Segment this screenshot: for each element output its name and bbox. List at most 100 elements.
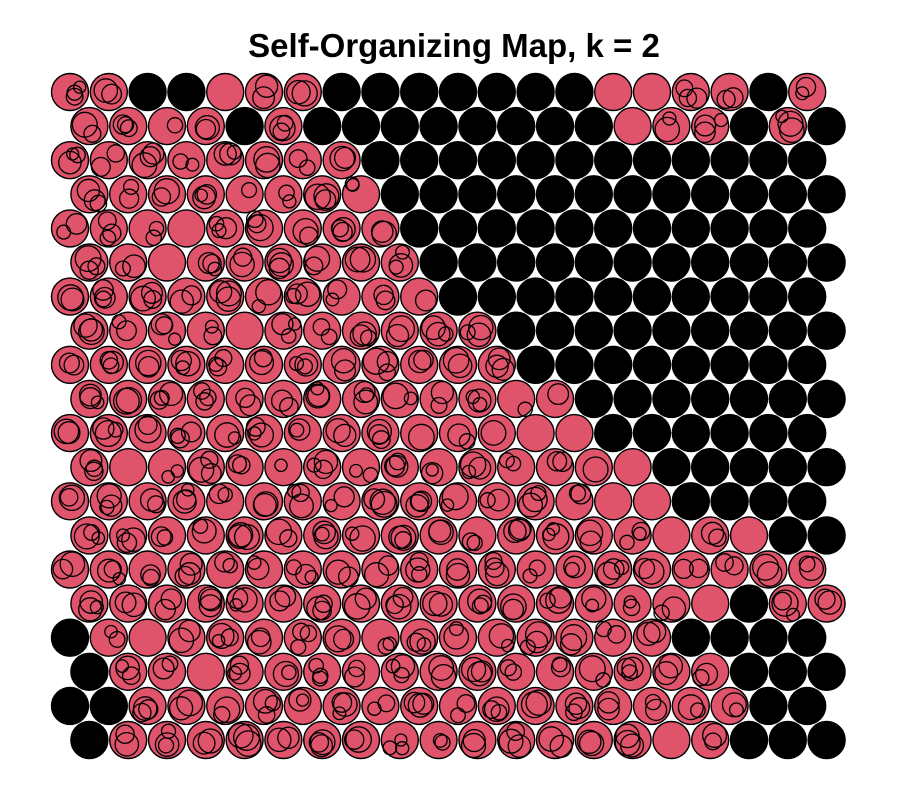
- som-cell: [691, 311, 730, 350]
- som-cell: [594, 413, 633, 453]
- som-cell: [555, 345, 594, 384]
- som-cell: [807, 379, 846, 419]
- observation-marker: [487, 488, 510, 512]
- observation-marker: [169, 289, 195, 314]
- observation-marker: [170, 464, 185, 478]
- observation-marker: [366, 418, 393, 445]
- observation-marker: [460, 656, 487, 683]
- observation-marker: [349, 525, 376, 552]
- som-cell: [322, 413, 361, 453]
- som-cell: [303, 379, 342, 419]
- observation-marker: [756, 561, 783, 587]
- observation-marker: [406, 632, 426, 652]
- observation-marker: [333, 628, 355, 650]
- observation-marker: [307, 384, 330, 408]
- observation-marker: [614, 729, 641, 756]
- som-cell: [419, 106, 458, 146]
- observation-marker: [465, 389, 481, 405]
- observation-marker: [97, 211, 117, 231]
- observation-marker: [420, 315, 446, 341]
- som-cell: [147, 516, 187, 555]
- som-cell: [729, 516, 769, 555]
- observation-marker: [288, 688, 312, 712]
- observation-marker: [644, 698, 668, 722]
- som-cell: [652, 516, 691, 555]
- observation-marker: [582, 456, 609, 483]
- som-cell: [768, 652, 807, 691]
- observation-marker: [194, 114, 220, 141]
- observation-marker: [251, 299, 266, 314]
- som-cell: [264, 720, 303, 760]
- som-cell: [788, 277, 827, 316]
- observation-marker: [499, 659, 517, 677]
- observation-marker: [528, 559, 546, 577]
- observation-marker: [168, 696, 194, 721]
- observation-marker: [403, 691, 426, 714]
- observation-marker: [279, 397, 299, 417]
- observation-marker: [295, 693, 310, 707]
- som-cell: [205, 686, 245, 726]
- som-observations: [52, 74, 842, 759]
- observation-marker: [362, 467, 379, 483]
- observation-marker: [108, 630, 126, 648]
- observation-marker: [467, 388, 492, 413]
- observation-marker: [344, 666, 366, 688]
- observation-marker: [151, 187, 172, 207]
- observation-marker: [279, 529, 298, 548]
- observation-marker: [266, 247, 293, 274]
- observation-marker: [329, 145, 356, 172]
- observation-marker: [456, 694, 476, 713]
- observation-marker: [232, 455, 251, 475]
- observation-marker: [344, 246, 371, 273]
- som-cell: [264, 516, 303, 555]
- observation-marker: [563, 555, 586, 579]
- observation-marker: [175, 350, 201, 377]
- som-cell: [516, 413, 555, 453]
- observation-marker: [150, 313, 173, 336]
- observation-marker: [114, 731, 140, 757]
- observation-marker: [547, 383, 570, 406]
- observation-marker: [73, 80, 87, 94]
- observation-marker: [324, 498, 338, 513]
- observation-marker: [276, 114, 294, 132]
- som-cell: [225, 311, 264, 350]
- observation-marker: [798, 555, 816, 573]
- observation-marker: [460, 732, 487, 759]
- observation-marker: [773, 591, 792, 611]
- som-cell: [535, 106, 575, 146]
- observation-marker: [306, 595, 331, 621]
- observation-marker: [498, 728, 524, 754]
- observation-marker: [447, 423, 471, 447]
- som-cell: [322, 277, 361, 316]
- observation-marker: [160, 588, 183, 610]
- som-cell: [594, 277, 633, 316]
- som-cell: [729, 448, 769, 487]
- som-cell: [205, 277, 245, 316]
- observation-marker: [304, 256, 324, 276]
- observation-marker: [479, 492, 496, 509]
- observation-marker: [96, 483, 122, 509]
- observation-marker: [289, 493, 314, 519]
- som-cell: [186, 652, 226, 691]
- observation-marker: [288, 418, 311, 441]
- observation-marker: [140, 564, 161, 585]
- observation-marker: [394, 733, 408, 747]
- observation-marker: [313, 183, 340, 210]
- observation-marker: [795, 86, 810, 101]
- observation-marker: [137, 415, 158, 436]
- observation-marker: [245, 416, 266, 437]
- observation-marker: [198, 594, 222, 618]
- observation-marker: [85, 459, 104, 478]
- observation-marker: [695, 662, 719, 686]
- som-cell: [574, 379, 613, 419]
- som-cell: [691, 379, 730, 419]
- observation-marker: [388, 525, 412, 549]
- observation-marker: [241, 182, 258, 199]
- som-cell: [594, 686, 633, 726]
- som-cell: [477, 345, 516, 384]
- observation-marker: [578, 655, 606, 683]
- som-cell: [652, 448, 691, 487]
- som-cell: [652, 720, 691, 760]
- observation-marker: [65, 87, 84, 106]
- som-cell: [400, 413, 439, 453]
